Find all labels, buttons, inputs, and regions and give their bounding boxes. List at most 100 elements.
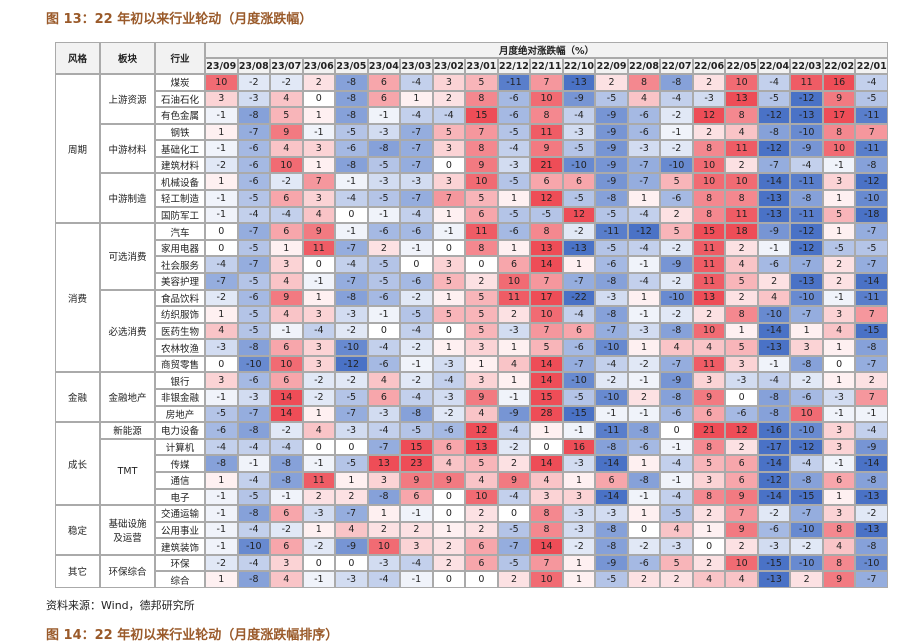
heat-cell: -8 [855, 339, 888, 356]
heat-cell: 4 [660, 339, 693, 356]
industry: 交通运输 [155, 505, 205, 522]
industry: 建筑装饰 [155, 538, 205, 555]
style: 其它 [55, 554, 100, 588]
heat-cell: -1 [302, 272, 336, 290]
heat-cell: 0 [432, 488, 466, 506]
heat-cell: 3 [432, 256, 466, 273]
heat-cell: 2 [692, 306, 726, 323]
heat-cell: -4 [237, 471, 271, 489]
heat-cell: -7 [335, 505, 368, 522]
heat-cell: 3 [822, 422, 856, 439]
heat-cell: -2 [432, 405, 466, 423]
heat-cell: 3 [302, 355, 336, 373]
industry: 煤炭 [155, 74, 205, 91]
heat-cell: -8 [335, 156, 368, 174]
heat-cell: 5 [530, 339, 563, 356]
heat-cell: -3 [595, 505, 628, 522]
heat-cell: -5 [497, 173, 531, 191]
heat-cell: 2 [660, 206, 693, 224]
heat-cell: 6 [692, 405, 726, 423]
heat-cell: -10 [237, 355, 271, 373]
industry: 国防军工 [155, 206, 205, 224]
heat-cell: 10 [530, 571, 563, 588]
heat-cell: 9 [432, 471, 466, 489]
heat-cell: 10 [790, 405, 823, 423]
heat-cell: 4 [367, 372, 401, 390]
style: 金融 [55, 372, 100, 423]
sector: 新能源 [100, 422, 155, 439]
sector: 环保综合 [100, 554, 155, 588]
industry: 石油石化 [155, 90, 205, 108]
heat-cell: -8 [595, 306, 628, 323]
heat-cell: -13 [855, 521, 888, 539]
heat-cell: -2 [627, 538, 661, 555]
heat-cell: -11 [595, 223, 628, 240]
heat-cell: -4 [790, 156, 823, 174]
heat-cell: 3 [302, 190, 336, 207]
heat-cell: 1 [302, 289, 336, 307]
heat-cell: -4 [400, 322, 433, 340]
heat-cell: -7 [400, 156, 433, 174]
heat-cell: 6 [270, 190, 303, 207]
heat-cell: 4 [497, 355, 531, 373]
heat-cell: -13 [757, 190, 791, 207]
heat-cell: 13 [725, 90, 758, 108]
heat-cell: 4 [757, 289, 791, 307]
heat-cell: -5 [497, 554, 531, 572]
heat-cell: -4 [335, 256, 368, 273]
heat-cell: 7 [855, 123, 888, 141]
month-header: 22/04 [757, 58, 791, 74]
heat-cell: -7 [627, 173, 661, 191]
heat-cell: 11 [497, 289, 531, 307]
heat-cell: -11 [855, 289, 888, 307]
month-header: 22/05 [725, 58, 758, 74]
heat-cell: -8 [660, 74, 693, 91]
heat-cell: -11 [497, 74, 531, 91]
heat-cell: 9 [692, 389, 726, 406]
heat-cell: 10 [465, 173, 498, 191]
heat-cell: -2 [660, 239, 693, 257]
heat-cell: -13 [562, 239, 596, 257]
industry: 食品饮料 [155, 289, 205, 307]
heat-cell: -5 [530, 206, 563, 224]
heat-cell: -13 [790, 107, 823, 124]
heat-cell: 0 [465, 571, 498, 588]
heat-cell: 7 [530, 272, 563, 290]
heat-cell: 17 [530, 289, 563, 307]
heat-cell: -10 [790, 289, 823, 307]
heat-cell: 2 [725, 538, 758, 555]
heat-cell: 3 [302, 339, 336, 356]
heat-cell: -5 [595, 571, 628, 588]
heat-cell: 8 [692, 206, 726, 224]
heat-cell: 18 [725, 223, 758, 240]
heat-cell: -7 [237, 223, 271, 240]
heat-cell: -7 [595, 322, 628, 340]
heat-cell: -22 [562, 289, 596, 307]
heat-cell: 2 [725, 239, 758, 257]
heat-cell: 5 [432, 306, 466, 323]
heat-cell: -1 [660, 438, 693, 456]
heat-cell: -10 [855, 190, 888, 207]
heat-cell: -7 [757, 156, 791, 174]
heat-cell: 14 [530, 256, 563, 273]
heat-cell: -5 [562, 190, 596, 207]
heat-cell: -1 [627, 488, 661, 506]
heat-cell: -5 [595, 239, 628, 257]
heat-cell: -4 [855, 422, 888, 439]
heat-cell: 3 [465, 339, 498, 356]
month-header: 23/08 [237, 58, 271, 74]
heat-cell: -1 [400, 571, 433, 588]
heat-cell: 6 [367, 90, 401, 108]
heat-cell: 13 [465, 438, 498, 456]
heat-cell: 1 [465, 355, 498, 373]
heat-cell: 2 [465, 272, 498, 290]
month-header: 23/09 [205, 58, 238, 74]
heat-cell: 7 [855, 306, 888, 323]
heat-cell: -4 [270, 438, 303, 456]
heat-cell: 8 [692, 488, 726, 506]
heat-cell: 12 [465, 422, 498, 439]
heat-cell: -1 [400, 355, 433, 373]
heat-cell: -4 [400, 206, 433, 224]
heat-cell: 5 [465, 190, 498, 207]
